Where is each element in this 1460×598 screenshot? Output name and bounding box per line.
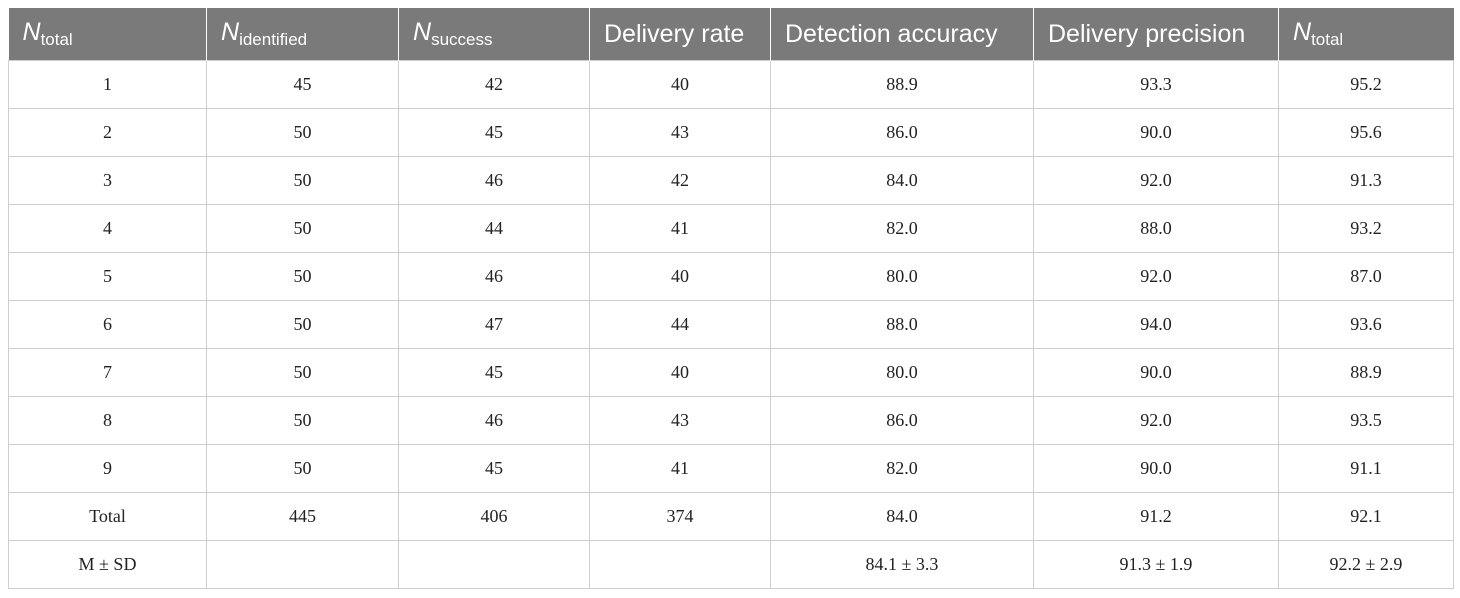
table-cell: 92.0 (1033, 252, 1279, 301)
table-cell: 91.1 (1278, 444, 1454, 493)
table-cell: 445 (206, 492, 399, 541)
table-cell: 95.6 (1278, 108, 1454, 157)
table-cell: 50 (206, 252, 399, 301)
table-cell: 1 (8, 60, 207, 109)
table-cell: 91.2 (1033, 492, 1279, 541)
table-cell: 93.5 (1278, 396, 1454, 445)
table-cell: 46 (398, 156, 590, 205)
table-cell: 45 (398, 348, 590, 397)
table-cell: 91.3 ± 1.9 (1033, 540, 1279, 589)
table-container: Ntotal Nidentified Nsuccess Delivery rat… (8, 8, 1454, 589)
table-cell: 92.0 (1033, 156, 1279, 205)
header-n-total: Ntotal (8, 8, 207, 61)
table-cell: 93.3 (1033, 60, 1279, 109)
table-cell: 90.0 (1033, 348, 1279, 397)
table-cell: 90.0 (1033, 108, 1279, 157)
header-n-success: Nsuccess (398, 8, 590, 61)
table-cell: 45 (206, 60, 399, 109)
table-cell: 87.0 (1278, 252, 1454, 301)
table-cell: 43 (589, 108, 771, 157)
table-cell: 7 (8, 348, 207, 397)
table-row: Total 445 406 374 84.0 91.2 92.1 (8, 492, 1454, 541)
table-cell: 91.3 (1278, 156, 1454, 205)
table-cell: 88.0 (770, 300, 1034, 349)
table-cell: 43 (589, 396, 771, 445)
table-cell: 86.0 (770, 396, 1034, 445)
table-row: 1 45 42 40 88.9 93.3 95.2 (8, 60, 1454, 109)
table-cell: 45 (398, 108, 590, 157)
table-body: 1 45 42 40 88.9 93.3 95.2 2 50 45 43 86.0 90.0 95.6 3 5… (8, 60, 1454, 589)
table-row: 8 50 46 43 86.0 92.0 93.5 (8, 396, 1454, 445)
table-cell: 84.0 (770, 156, 1034, 205)
table-cell: 46 (398, 396, 590, 445)
table-row: 4 50 44 41 82.0 88.0 93.2 (8, 204, 1454, 253)
table-cell: 92.0 (1033, 396, 1279, 445)
table-cell: 84.1 ± 3.3 (770, 540, 1034, 589)
table-cell: 50 (206, 444, 399, 493)
table-cell: 82.0 (770, 204, 1034, 253)
table-cell: 88.0 (1033, 204, 1279, 253)
table-cell: 50 (206, 348, 399, 397)
table-row: M ± SD 84.1 ± 3.3 91.3 ± 1.9 92.2 ± 2.9 (8, 540, 1454, 589)
table-cell: 374 (589, 492, 771, 541)
table-cell: M ± SD (8, 540, 207, 589)
header-delivery-precision: Delivery precision (1033, 8, 1279, 61)
table-cell: 95.2 (1278, 60, 1454, 109)
table-cell: 3 (8, 156, 207, 205)
table-cell: 45 (398, 444, 590, 493)
table-cell: 44 (398, 204, 590, 253)
table-cell: 50 (206, 108, 399, 157)
table-cell: 84.0 (770, 492, 1034, 541)
table-cell: 41 (589, 204, 771, 253)
table-row: 2 50 45 43 86.0 90.0 95.6 (8, 108, 1454, 157)
header-detection-accuracy: Detection accuracy (770, 8, 1034, 61)
results-table: Ntotal Nidentified Nsuccess Delivery rat… (8, 8, 1454, 589)
table-cell (589, 540, 771, 589)
table-cell: 94.0 (1033, 300, 1279, 349)
header-n-identified: Nidentified (206, 8, 399, 61)
table-cell (398, 540, 590, 589)
table-cell: 9 (8, 444, 207, 493)
table-cell: 50 (206, 204, 399, 253)
table-row: 3 50 46 42 84.0 92.0 91.3 (8, 156, 1454, 205)
header-row: Ntotal Nidentified Nsuccess Delivery rat… (8, 8, 1454, 61)
table-cell: 40 (589, 348, 771, 397)
table-cell: 90.0 (1033, 444, 1279, 493)
table-cell: 50 (206, 396, 399, 445)
table-cell: 80.0 (770, 252, 1034, 301)
table-cell: 4 (8, 204, 207, 253)
table-cell: 6 (8, 300, 207, 349)
table-row: 6 50 47 44 88.0 94.0 93.6 (8, 300, 1454, 349)
table-cell: 47 (398, 300, 590, 349)
table-cell (206, 540, 399, 589)
table-row: 9 50 45 41 82.0 90.0 91.1 (8, 444, 1454, 493)
table-cell: 406 (398, 492, 590, 541)
table-cell: 42 (589, 156, 771, 205)
header-delivery-rate: Delivery rate (589, 8, 771, 61)
table-row: 5 50 46 40 80.0 92.0 87.0 (8, 252, 1454, 301)
table-cell: 5 (8, 252, 207, 301)
table-cell: 46 (398, 252, 590, 301)
table-cell: 8 (8, 396, 207, 445)
table-cell: Total (8, 492, 207, 541)
table-cell: 92.1 (1278, 492, 1454, 541)
table-cell: 50 (206, 156, 399, 205)
table-row: 7 50 45 40 80.0 90.0 88.9 (8, 348, 1454, 397)
table-cell: 93.6 (1278, 300, 1454, 349)
table-cell: 41 (589, 444, 771, 493)
table-cell: 42 (398, 60, 590, 109)
table-cell: 2 (8, 108, 207, 157)
table-cell: 92.2 ± 2.9 (1278, 540, 1454, 589)
table-cell: 88.9 (1278, 348, 1454, 397)
table-cell: 86.0 (770, 108, 1034, 157)
table-cell: 44 (589, 300, 771, 349)
table-cell: 50 (206, 300, 399, 349)
table-cell: 40 (589, 60, 771, 109)
table-cell: 80.0 (770, 348, 1034, 397)
table-cell: 82.0 (770, 444, 1034, 493)
table-cell: 88.9 (770, 60, 1034, 109)
table-cell: 93.2 (1278, 204, 1454, 253)
table-cell: 40 (589, 252, 771, 301)
header-n-total-2: Ntotal (1278, 8, 1454, 61)
